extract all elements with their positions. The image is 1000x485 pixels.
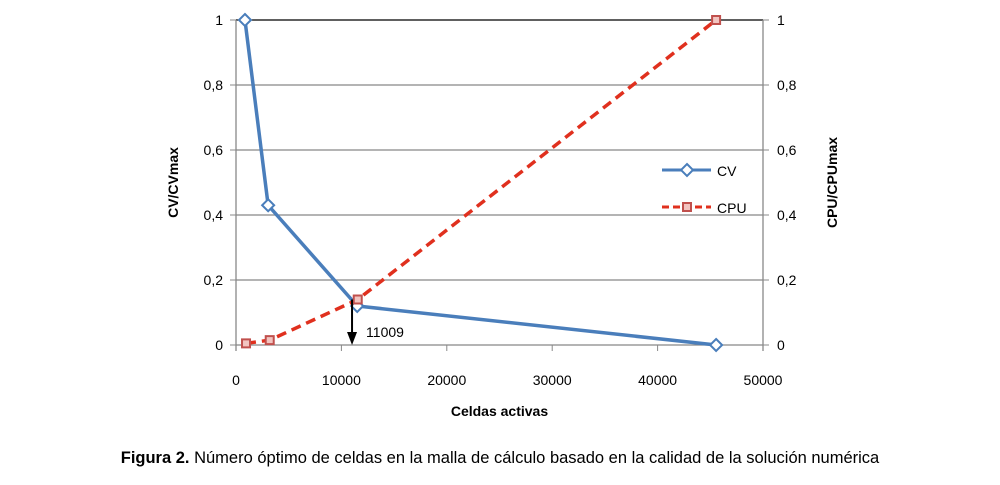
chart: 0 0 0,2 0,2 0,4 0,4 0,6 0,6 0,8 0,8 1 1 0 10000 20000 3… <box>165 12 840 419</box>
x-axis-label: Celdas activas <box>451 403 548 419</box>
y2-tick-label: 0,8 <box>777 77 797 93</box>
series-line-cpu <box>245 18 718 346</box>
y2-tick-label: 0 <box>777 337 785 353</box>
legend-marker-cpu <box>682 202 692 212</box>
data-point-cv <box>260 197 276 213</box>
caption-label: Figura 2. <box>120 449 190 467</box>
data-point-cpu <box>352 294 363 305</box>
y2-tick-label: 0,2 <box>777 272 797 288</box>
y-tick-label: 0 <box>215 337 223 353</box>
data-point-cv <box>237 12 253 28</box>
data-point-cpu <box>264 335 275 346</box>
x-tick-label: 50000 <box>744 372 783 388</box>
legend-label-cpu: CPU <box>717 200 747 216</box>
figure-caption: Figura 2. Número óptimo de celdas en la … <box>0 449 1000 468</box>
annotation-arrow-head <box>347 332 358 345</box>
x-tick-label: 10000 <box>322 372 361 388</box>
legend-label-cv: CV <box>717 163 737 179</box>
y2-axis-label: CPU/CPUmax <box>824 137 840 228</box>
y-tick-label: 0,2 <box>204 272 224 288</box>
y-tick-label: 0,8 <box>204 77 224 93</box>
series-line-cv <box>243 19 717 347</box>
y2-tick-label: 1 <box>777 12 785 28</box>
data-point-cv <box>708 337 724 353</box>
y2-tick-label: 0,6 <box>777 142 797 158</box>
y-tick-label: 0,4 <box>204 207 224 223</box>
x-tick-label: 0 <box>232 372 240 388</box>
caption-text: Número óptimo de celdas en la malla de c… <box>189 449 880 467</box>
x-tick-label: 20000 <box>427 372 466 388</box>
y2-tick-label: 0,4 <box>777 207 797 223</box>
legend-marker-cv <box>679 162 695 178</box>
data-point-cpu <box>241 338 252 349</box>
y-tick-label: 0,6 <box>204 142 224 158</box>
data-point-cpu <box>711 15 722 25</box>
annotation-label: 11009 <box>366 324 404 340</box>
x-tick-label: 30000 <box>533 372 572 388</box>
y-axis-label: CV/CVmax <box>165 147 181 218</box>
y-tick-label: 1 <box>215 12 223 28</box>
x-tick-label: 40000 <box>638 372 677 388</box>
